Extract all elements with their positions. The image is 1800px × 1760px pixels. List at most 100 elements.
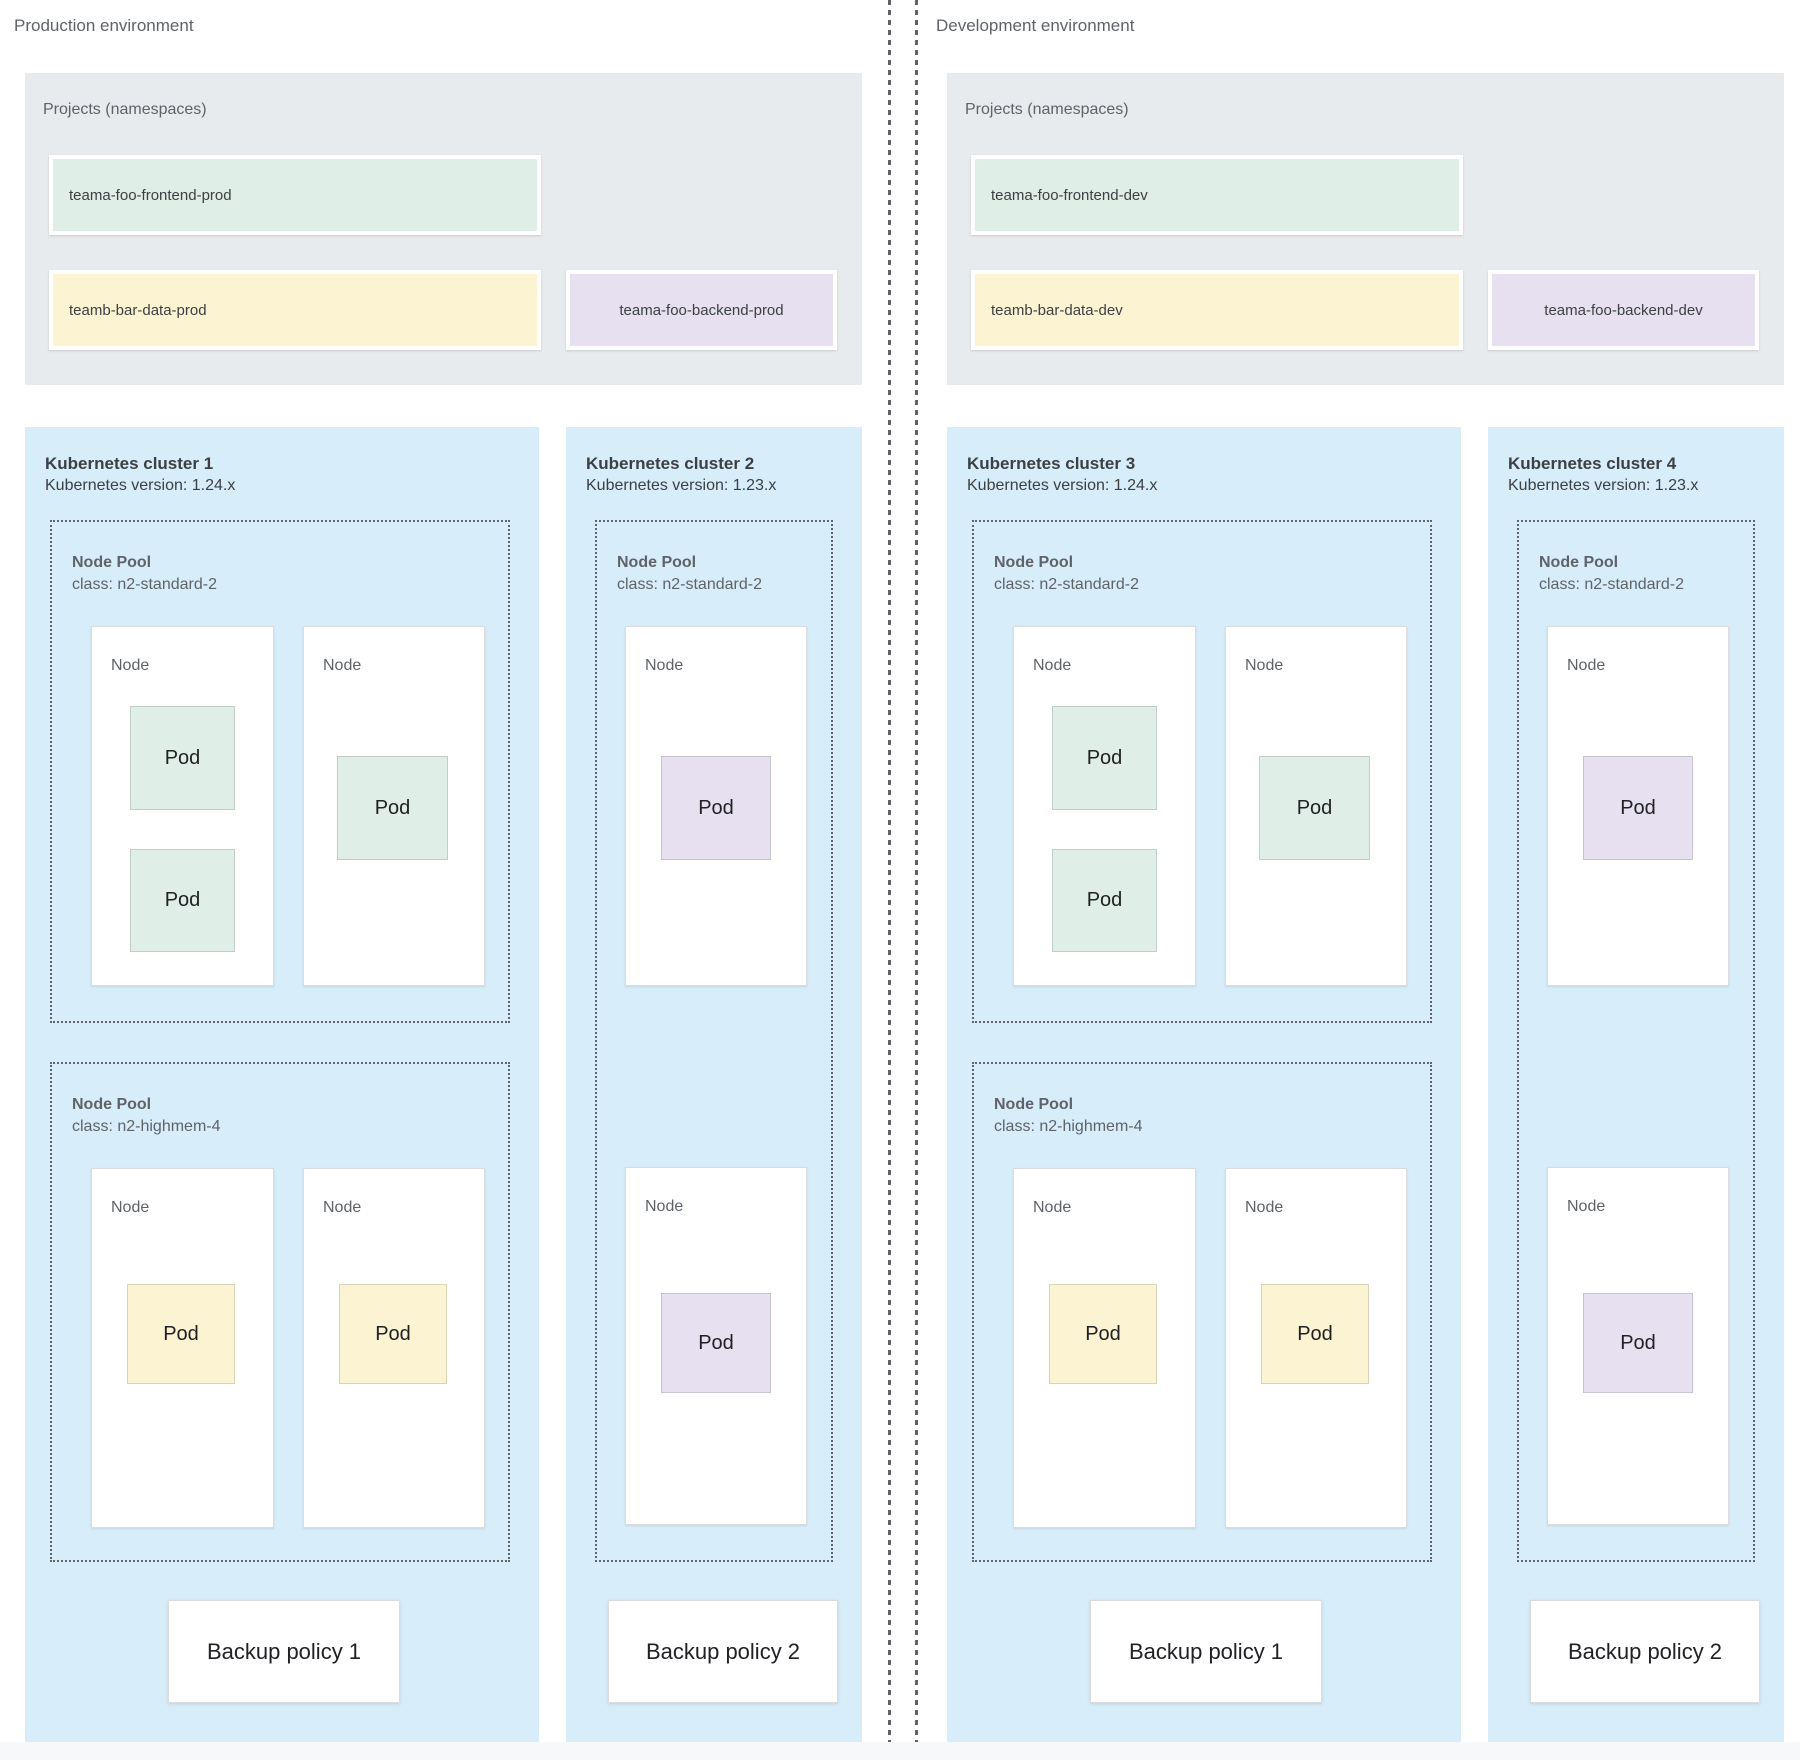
namespace-label: teama-foo-frontend-dev (991, 186, 1148, 204)
node-pool-header: Node Pool class: n2-standard-2 (72, 552, 217, 595)
namespace-backend: teama-foo-backend-prod (566, 270, 837, 350)
namespace-frontend: teama-foo-frontend-dev (971, 155, 1463, 235)
projects-box: Projects (namespaces) teama-foo-frontend… (947, 73, 1784, 385)
node: Node Pod (625, 626, 807, 986)
environment-separator-line (915, 0, 918, 1760)
node-pool-title: Node Pool (994, 1096, 1074, 1113)
pod: Pod (130, 849, 235, 952)
node-pool-class: class: n2-highmem-4 (994, 1117, 1143, 1135)
node-label: Node (323, 1199, 362, 1216)
cluster-4: Kubernetes cluster 4 Kubernetes version:… (1488, 427, 1784, 1746)
node-pool-class: class: n2-standard-2 (72, 575, 217, 593)
pod: Pod (127, 1284, 235, 1384)
namespace-frontend: teama-foo-frontend-prod (49, 155, 541, 235)
pod: Pod (339, 1284, 447, 1384)
backup-policy-2: Backup policy 2 (1530, 1600, 1760, 1703)
node-pool-highmem: Node Pool class: n2-highmem-4 Node Pod N… (50, 1062, 510, 1562)
environment-development: Development environment Projects (namesp… (922, 0, 1800, 1760)
cluster-2: Kubernetes cluster 2 Kubernetes version:… (566, 427, 862, 1746)
node-label: Node (1245, 657, 1284, 674)
node-label: Node (1033, 1199, 1072, 1216)
node-pool-class: class: n2-highmem-4 (72, 1117, 221, 1135)
node-pool-title: Node Pool (72, 554, 152, 571)
node-label: Node (645, 1198, 684, 1215)
node-pool-header: Node Pool class: n2-highmem-4 (72, 1094, 221, 1137)
node-label: Node (1033, 657, 1072, 674)
node: Node Pod Pod (91, 626, 274, 986)
pod: Pod (1261, 1284, 1369, 1384)
node: Node Pod (1225, 1168, 1407, 1528)
backup-policy-2: Backup policy 2 (608, 1600, 838, 1703)
node-pool-header: Node Pool class: n2-highmem-4 (994, 1094, 1143, 1137)
pod: Pod (661, 1293, 771, 1393)
node-pool-header: Node Pool class: n2-standard-2 (994, 552, 1139, 595)
namespace-label: teama-foo-backend-dev (1544, 301, 1703, 319)
node-label: Node (1245, 1199, 1284, 1216)
node-pool-standard: Node Pool class: n2-standard-2 Node Pod … (50, 520, 510, 1023)
cluster-title: Kubernetes cluster 4 (1508, 454, 1677, 473)
cluster-title: Kubernetes cluster 1 (45, 454, 214, 473)
cluster-header: Kubernetes cluster 4 Kubernetes version:… (1508, 453, 1698, 497)
node-pool-class: class: n2-standard-2 (1539, 575, 1684, 593)
node: Node Pod (1547, 1167, 1729, 1525)
cluster-header: Kubernetes cluster 2 Kubernetes version:… (586, 453, 776, 497)
node-label: Node (1567, 657, 1606, 674)
cluster-3: Kubernetes cluster 3 Kubernetes version:… (947, 427, 1461, 1746)
node-pool-standard: Node Pool class: n2-standard-2 Node Pod … (972, 520, 1432, 1023)
node-pool-highmem: Node Pool class: n2-highmem-4 Node Pod N… (972, 1062, 1432, 1562)
node: Node Pod (1013, 1168, 1196, 1528)
node: Node Pod (1225, 626, 1407, 986)
pod: Pod (1259, 756, 1370, 860)
projects-box: Projects (namespaces) teama-foo-frontend… (25, 73, 862, 385)
node-pool-title: Node Pool (994, 554, 1074, 571)
node-label: Node (111, 657, 150, 674)
page-bottom-strip (0, 1742, 1800, 1760)
node-label: Node (1567, 1198, 1606, 1215)
namespace-data: teamb-bar-data-dev (971, 270, 1463, 350)
node-label: Node (645, 657, 684, 674)
pod: Pod (1052, 706, 1157, 810)
cluster-header: Kubernetes cluster 1 Kubernetes version:… (45, 453, 235, 497)
pod: Pod (1052, 849, 1157, 952)
node: Node Pod (91, 1168, 274, 1528)
node-pool-class: class: n2-standard-2 (994, 575, 1139, 593)
node-pool-standard: Node Pool class: n2-standard-2 Node Pod … (1517, 520, 1755, 1562)
node-pool-title: Node Pool (617, 554, 697, 571)
environment-label: Development environment (936, 16, 1135, 35)
pod: Pod (130, 706, 235, 810)
namespace-label: teamb-bar-data-dev (991, 301, 1123, 319)
node-label: Node (323, 657, 362, 674)
node-label: Node (111, 1199, 150, 1216)
environment-label: Production environment (14, 16, 194, 35)
node-pool-title: Node Pool (1539, 554, 1619, 571)
pod: Pod (337, 756, 448, 860)
cluster-version: Kubernetes version: 1.24.x (45, 477, 236, 495)
node-pool-header: Node Pool class: n2-standard-2 (617, 552, 762, 595)
namespace-data: teamb-bar-data-prod (49, 270, 541, 350)
cluster-version: Kubernetes version: 1.23.x (586, 477, 777, 495)
pod: Pod (1049, 1284, 1157, 1384)
node: Node Pod (303, 626, 485, 986)
node-pool-standard: Node Pool class: n2-standard-2 Node Pod … (595, 520, 833, 1562)
backup-policy-1: Backup policy 1 (1090, 1600, 1322, 1703)
node: Node Pod (625, 1167, 807, 1525)
projects-title: Projects (namespaces) (965, 101, 1129, 118)
node: Node Pod Pod (1013, 626, 1196, 986)
namespace-backend: teama-foo-backend-dev (1488, 270, 1759, 350)
node-pool-title: Node Pool (72, 1096, 152, 1113)
cluster-title: Kubernetes cluster 2 (586, 454, 755, 473)
namespace-label: teamb-bar-data-prod (69, 301, 207, 319)
cluster-title: Kubernetes cluster 3 (967, 454, 1136, 473)
cluster-version: Kubernetes version: 1.23.x (1508, 477, 1699, 495)
projects-title: Projects (namespaces) (43, 101, 207, 118)
environment-separator-line (888, 0, 891, 1760)
cluster-1: Kubernetes cluster 1 Kubernetes version:… (25, 427, 539, 1746)
pod: Pod (661, 756, 771, 860)
cluster-version: Kubernetes version: 1.24.x (967, 477, 1158, 495)
node: Node Pod (1547, 626, 1729, 986)
cluster-header: Kubernetes cluster 3 Kubernetes version:… (967, 453, 1157, 497)
backup-policy-1: Backup policy 1 (168, 1600, 400, 1703)
pod: Pod (1583, 1293, 1693, 1393)
node: Node Pod (303, 1168, 485, 1528)
namespace-label: teama-foo-backend-prod (619, 301, 784, 319)
